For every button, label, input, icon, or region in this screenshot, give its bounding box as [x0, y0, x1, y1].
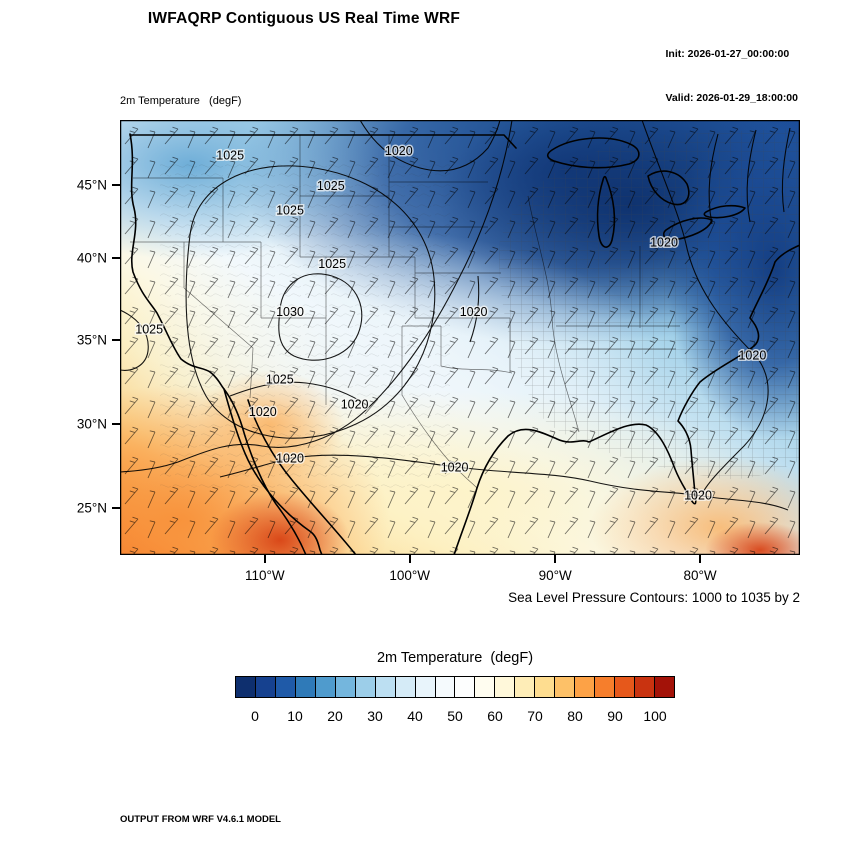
- lake-erie: [663, 217, 713, 241]
- colorbar-tick-label: 70: [527, 708, 543, 724]
- contour-label: 1025: [266, 372, 294, 386]
- colorbar-cell: [635, 677, 656, 697]
- lat-tick-mark: [112, 339, 120, 342]
- colorbar-cell: [535, 677, 556, 697]
- field-label-temperature: 2m Temperature (degF): [120, 94, 242, 107]
- lon-tick-mark: [408, 555, 411, 563]
- lon-tick-mark: [699, 555, 702, 563]
- weather-map: 1025 1020 1025 1025 1020 1025 1030 1020 1025 1020…: [120, 120, 800, 555]
- lat-tick-label: 45°N: [76, 177, 107, 193]
- run-times: Init: 2026-01-27_00:00:00 Valid: 2026-01…: [665, 18, 798, 136]
- lat-tick-label: 30°N: [76, 416, 107, 432]
- colorbar-tick-label: 50: [447, 708, 463, 724]
- lon-tick-mark: [554, 555, 557, 563]
- contour-label: 1025: [317, 179, 345, 193]
- lake-ontario: [703, 204, 746, 219]
- colorbar-cell: [255, 677, 276, 697]
- lat-tick-mark: [112, 256, 120, 259]
- colorbar-tick-label: 60: [487, 708, 503, 724]
- map-panel: 1025 1020 1025 1025 1020 1025 1030 1020 1025 1020…: [77, 120, 800, 583]
- valid-time: Valid: 2026-01-29_18:00:00: [665, 92, 798, 105]
- contour-label: 1020: [650, 235, 678, 249]
- colorbar-cell: [575, 677, 596, 697]
- colorbar-cell: [295, 677, 316, 697]
- footer: OUTPUT FROM WRF V4.6.1 MODEL WE = 580 ; …: [120, 784, 508, 850]
- colorbar-cell: [395, 677, 416, 697]
- page-title: IWFAQRP Contiguous US Real Time WRF: [147, 10, 461, 27]
- lat-tick-label: 35°N: [76, 332, 107, 348]
- colorbar: [235, 676, 675, 698]
- colorbar-tick-label: 40: [407, 708, 423, 724]
- colorbar-cell: [275, 677, 296, 697]
- lon-tick-label: 80°W: [683, 568, 717, 583]
- contour-label: 1020: [385, 144, 413, 158]
- colorbar-tick-label: 100: [643, 708, 667, 724]
- colorbar-cell: [515, 677, 536, 697]
- colorbar-cell: [236, 677, 256, 697]
- contour-note: Sea Level Pressure Contours: 1000 to 103…: [508, 590, 800, 605]
- contour-label: 1020: [441, 461, 469, 475]
- mexico-west-coast: [247, 399, 357, 555]
- colorbar-cell: [435, 677, 456, 697]
- contour-label: 1030: [276, 305, 304, 319]
- pressure-contours: [120, 120, 791, 511]
- contour-labels: 1025 1020 1025 1025 1020 1025 1030 1020 1025 1020…: [134, 142, 768, 504]
- lat-tick-label: 40°N: [76, 250, 107, 266]
- lat-tick-label: 25°N: [76, 500, 107, 516]
- state-borders: [130, 135, 680, 489]
- contour-label: 1025: [135, 322, 163, 336]
- colorbar-cell: [555, 677, 576, 697]
- contour-label: 1020: [684, 489, 712, 503]
- init-time: Init: 2026-01-27_00:00:00: [665, 48, 790, 61]
- lon-tick-label: 90°W: [538, 568, 572, 583]
- colorbar-cell: [335, 677, 356, 697]
- colorbar-cell: [615, 677, 636, 697]
- colorbar-cell: [375, 677, 396, 697]
- contour-label: 1020: [738, 348, 766, 362]
- lat-tick-mark: [112, 507, 120, 510]
- lake-huron: [647, 170, 690, 206]
- lake-michigan: [596, 175, 616, 248]
- colorbar-cell: [655, 677, 674, 697]
- lat-tick-mark: [112, 423, 120, 426]
- contour-label: 1020: [460, 305, 488, 319]
- lon-tick-label: 110°W: [244, 568, 285, 583]
- contour-label: 1020: [276, 452, 304, 466]
- colorbar-tick-label: 10: [287, 708, 303, 724]
- colorbar-cell: [355, 677, 376, 697]
- colorbar-tick-label: 20: [327, 708, 343, 724]
- colorbar-ticks: 0 10 20 30 40 50 60 70 80 90 100: [235, 708, 675, 726]
- colorbar-tick-label: 30: [367, 708, 383, 724]
- contour-label: 1025: [276, 204, 304, 218]
- lat-tick-mark: [112, 183, 120, 186]
- colorbar-cell: [315, 677, 336, 697]
- canada-border: [129, 134, 517, 149]
- colorbar-tick-label: 90: [607, 708, 623, 724]
- lake-superior: [546, 137, 640, 169]
- colorbar-cell: [455, 677, 476, 697]
- lon-tick-label: 100°W: [389, 568, 431, 583]
- gulf-east-coast: [453, 244, 800, 555]
- colorbar-tick-label: 0: [251, 708, 259, 724]
- colorbar-tick-label: 80: [567, 708, 583, 724]
- wind-barbs-layer: [120, 120, 800, 555]
- colorbar-cell: [595, 677, 616, 697]
- contour-label: 1025: [216, 148, 244, 162]
- lon-tick-mark: [263, 555, 266, 563]
- contour-label: 1020: [341, 398, 369, 412]
- west-coast: [129, 133, 225, 390]
- colorbar-title: 2m Temperature (degF): [376, 650, 534, 666]
- contour-label: 1025: [318, 257, 346, 271]
- colorbar-cell: [495, 677, 516, 697]
- contour-label: 1020: [249, 405, 277, 419]
- footer-model-line: OUTPUT FROM WRF V4.6.1 MODEL: [120, 813, 281, 825]
- colorbar-cell: [415, 677, 436, 697]
- colorbar-cell: [475, 677, 496, 697]
